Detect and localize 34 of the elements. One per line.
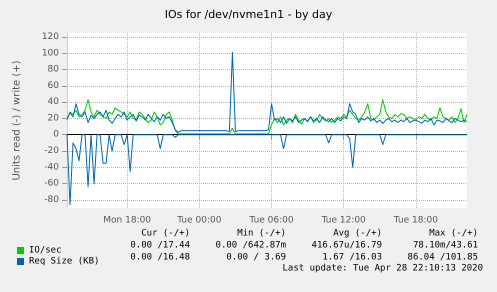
y-tick-label: 120 bbox=[42, 32, 60, 42]
chart-title: IOs for /dev/nvme1n1 - by day bbox=[164, 8, 333, 21]
legend-label: Req Size (KB) bbox=[29, 256, 100, 266]
text: 416.67u/16.79 bbox=[312, 240, 382, 250]
text: 0.00 /642.87m bbox=[216, 240, 286, 250]
x-tick-label: Tue 12:00 bbox=[320, 216, 366, 226]
x-tick-label: Mon 18:00 bbox=[103, 216, 152, 226]
y-tick-label: 40 bbox=[48, 97, 60, 108]
y-tick-label: 20 bbox=[48, 113, 60, 124]
y-tick-label: 0 bbox=[53, 130, 60, 140]
y-tick-label: 80 bbox=[48, 64, 60, 75]
y-tick-label: -20 bbox=[44, 146, 60, 156]
x-tick-label: Tue 00:00 bbox=[176, 216, 222, 226]
text: Avg (-/+) bbox=[333, 228, 382, 238]
text: 78.10m/43.61 bbox=[412, 240, 478, 250]
text: Last update: Tue Apr 28 22:10:13 2020 bbox=[282, 264, 483, 274]
y-tick-label: -80 bbox=[44, 194, 60, 205]
text: Cur (-/+) bbox=[141, 228, 190, 238]
text: 0.00 /16.48 bbox=[130, 252, 190, 262]
legend-label: IO/sec bbox=[29, 246, 62, 256]
y-tick-label: 100 bbox=[42, 48, 60, 58]
y-axis-title: Units read (-) / write (+) bbox=[12, 60, 22, 181]
x-tick-label: Tue 18:00 bbox=[392, 216, 438, 226]
text: 1.67 /16.03 bbox=[322, 252, 382, 262]
text: Max (-/+) bbox=[429, 228, 478, 238]
y-tick-label: 60 bbox=[48, 80, 60, 91]
text: Min (-/+) bbox=[237, 228, 286, 238]
text: 0.00 /17.44 bbox=[130, 240, 190, 250]
text: 86.04 /101.85 bbox=[408, 252, 478, 262]
text: 0.00 / 3.69 bbox=[226, 252, 286, 262]
x-tick-label: Tue 06:00 bbox=[248, 216, 294, 226]
line-series bbox=[66, 99, 468, 134]
y-tick-label: -60 bbox=[44, 178, 60, 189]
y-tick-label: -40 bbox=[44, 162, 60, 172]
